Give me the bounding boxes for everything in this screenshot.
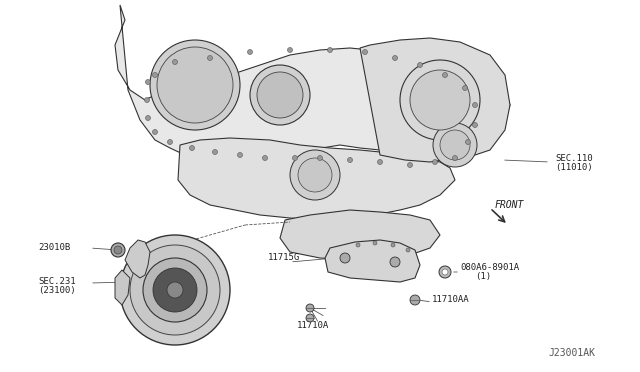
Circle shape bbox=[114, 246, 122, 254]
Text: J23001AK: J23001AK bbox=[548, 348, 595, 358]
Circle shape bbox=[356, 243, 360, 247]
Circle shape bbox=[145, 80, 150, 84]
Circle shape bbox=[189, 145, 195, 151]
Circle shape bbox=[362, 49, 367, 55]
Circle shape bbox=[472, 122, 477, 128]
Text: SEC.110: SEC.110 bbox=[555, 154, 593, 163]
Circle shape bbox=[153, 268, 197, 312]
Circle shape bbox=[390, 257, 400, 267]
Circle shape bbox=[317, 155, 323, 160]
Polygon shape bbox=[325, 240, 420, 282]
Circle shape bbox=[440, 130, 470, 160]
Circle shape bbox=[442, 73, 447, 77]
Polygon shape bbox=[125, 240, 150, 278]
Polygon shape bbox=[360, 38, 510, 162]
Text: 11710A: 11710A bbox=[297, 321, 329, 330]
Text: (1): (1) bbox=[475, 273, 491, 282]
Circle shape bbox=[173, 60, 177, 64]
Circle shape bbox=[212, 150, 218, 154]
Circle shape bbox=[145, 115, 150, 121]
Circle shape bbox=[452, 155, 458, 160]
Circle shape bbox=[472, 103, 477, 108]
Circle shape bbox=[207, 55, 212, 61]
Circle shape bbox=[167, 282, 183, 298]
Circle shape bbox=[257, 72, 303, 118]
Circle shape bbox=[306, 314, 314, 322]
Circle shape bbox=[340, 253, 350, 263]
Circle shape bbox=[250, 65, 310, 125]
Polygon shape bbox=[280, 210, 440, 260]
Circle shape bbox=[400, 60, 480, 140]
Circle shape bbox=[465, 140, 470, 144]
Polygon shape bbox=[115, 5, 510, 160]
Circle shape bbox=[145, 97, 150, 103]
Text: FRONT: FRONT bbox=[495, 200, 524, 210]
Circle shape bbox=[408, 163, 413, 167]
Circle shape bbox=[306, 304, 314, 312]
Circle shape bbox=[292, 155, 298, 160]
Polygon shape bbox=[178, 138, 455, 220]
Circle shape bbox=[410, 295, 420, 305]
Circle shape bbox=[152, 73, 157, 77]
Circle shape bbox=[406, 248, 410, 252]
Circle shape bbox=[433, 123, 477, 167]
Circle shape bbox=[328, 48, 333, 52]
Text: 11710AA: 11710AA bbox=[432, 295, 470, 304]
Circle shape bbox=[348, 157, 353, 163]
Circle shape bbox=[152, 129, 157, 135]
Circle shape bbox=[463, 86, 467, 90]
Circle shape bbox=[111, 243, 125, 257]
Circle shape bbox=[168, 140, 173, 144]
Circle shape bbox=[439, 266, 451, 278]
Circle shape bbox=[157, 47, 233, 123]
Polygon shape bbox=[115, 270, 130, 305]
Circle shape bbox=[237, 153, 243, 157]
Circle shape bbox=[287, 48, 292, 52]
Circle shape bbox=[392, 55, 397, 61]
Text: 23010B: 23010B bbox=[38, 243, 70, 251]
Circle shape bbox=[248, 49, 253, 55]
Text: SEC.231: SEC.231 bbox=[38, 278, 76, 286]
Text: 080A6-8901A: 080A6-8901A bbox=[460, 263, 519, 273]
Circle shape bbox=[150, 40, 240, 130]
Circle shape bbox=[290, 150, 340, 200]
Circle shape bbox=[373, 241, 377, 245]
Circle shape bbox=[130, 245, 220, 335]
Circle shape bbox=[417, 62, 422, 67]
Text: (23100): (23100) bbox=[38, 286, 76, 295]
Circle shape bbox=[298, 158, 332, 192]
Circle shape bbox=[410, 70, 470, 130]
Circle shape bbox=[120, 235, 230, 345]
Circle shape bbox=[378, 160, 383, 164]
Circle shape bbox=[442, 269, 448, 275]
Circle shape bbox=[433, 160, 438, 164]
Circle shape bbox=[262, 155, 268, 160]
Text: 11715G: 11715G bbox=[268, 253, 300, 262]
Circle shape bbox=[143, 258, 207, 322]
Text: (11010): (11010) bbox=[555, 163, 593, 171]
Circle shape bbox=[391, 243, 395, 247]
